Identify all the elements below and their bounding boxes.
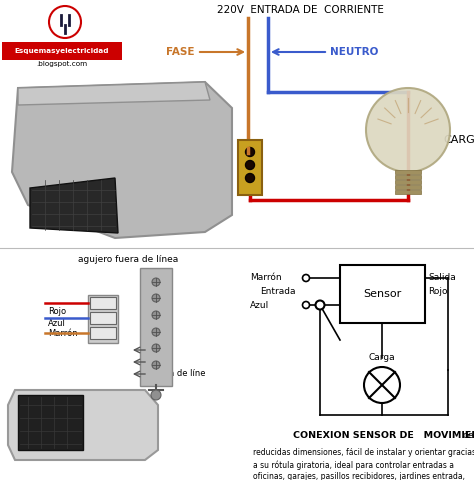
Circle shape	[152, 311, 160, 319]
Circle shape	[316, 300, 325, 310]
Text: Esquemasyelectricidad: Esquemasyelectricidad	[15, 48, 109, 54]
Circle shape	[152, 361, 160, 369]
Circle shape	[246, 160, 255, 169]
Circle shape	[152, 294, 160, 302]
Text: Salida: Salida	[428, 274, 456, 283]
Text: SENSOR: SENSOR	[117, 111, 173, 125]
Bar	[395, 185, 421, 189]
Circle shape	[151, 390, 161, 400]
Bar	[90, 297, 116, 309]
Bar	[395, 180, 421, 184]
Text: FASE: FASE	[166, 47, 195, 57]
Circle shape	[152, 278, 160, 286]
Text: 220V  ENTRADA DE  CORRIENTE: 220V ENTRADA DE CORRIENTE	[217, 5, 383, 15]
Polygon shape	[18, 82, 210, 105]
Bar	[2, 42, 122, 60]
Text: agujero fuera de línea: agujero fuera de línea	[78, 255, 178, 264]
Text: reducidas dimensiones, fácil de instalar y orientar gracias
a su rótula giratori: reducidas dimensiones, fácil de instalar…	[253, 448, 474, 480]
Bar	[140, 268, 172, 386]
Circle shape	[366, 88, 450, 172]
Polygon shape	[12, 82, 232, 238]
Circle shape	[246, 147, 255, 156]
Polygon shape	[8, 390, 158, 460]
Text: Entrada: Entrada	[85, 410, 118, 420]
Text: .blogspot.com: .blogspot.com	[36, 61, 88, 67]
Text: Carga: Carga	[369, 353, 395, 362]
Text: Rojo: Rojo	[428, 287, 447, 296]
Circle shape	[152, 328, 160, 336]
Bar	[88, 295, 118, 343]
Text: NEUTRO: NEUTRO	[330, 47, 378, 57]
Text: CARGA: CARGA	[443, 135, 474, 145]
Polygon shape	[30, 178, 118, 233]
Text: Marrón: Marrón	[250, 274, 282, 283]
Circle shape	[152, 344, 160, 352]
Bar	[18, 395, 83, 450]
Circle shape	[302, 275, 310, 281]
Circle shape	[302, 301, 310, 309]
Bar	[238, 140, 262, 195]
Circle shape	[364, 367, 400, 403]
Bar	[395, 175, 421, 179]
Bar	[90, 327, 116, 339]
Bar	[395, 190, 421, 194]
Bar	[340, 265, 425, 323]
Text: fuera de líne: fuera de líne	[152, 369, 206, 377]
Text: Sensor: Sensor	[363, 289, 401, 299]
Bar	[90, 312, 116, 324]
Text: Azul: Azul	[48, 319, 66, 327]
Circle shape	[246, 173, 255, 182]
Bar	[395, 170, 421, 174]
Text: Rojo: Rojo	[48, 308, 66, 316]
Text: CONEXION SENSOR DE   MOVIMIENTO: CONEXION SENSOR DE MOVIMIENTO	[293, 431, 474, 440]
Text: Entrada: Entrada	[260, 287, 295, 296]
Text: Azul: Azul	[250, 300, 269, 310]
Text: de: de	[463, 431, 474, 440]
Text: Marrón: Marrón	[48, 329, 78, 338]
